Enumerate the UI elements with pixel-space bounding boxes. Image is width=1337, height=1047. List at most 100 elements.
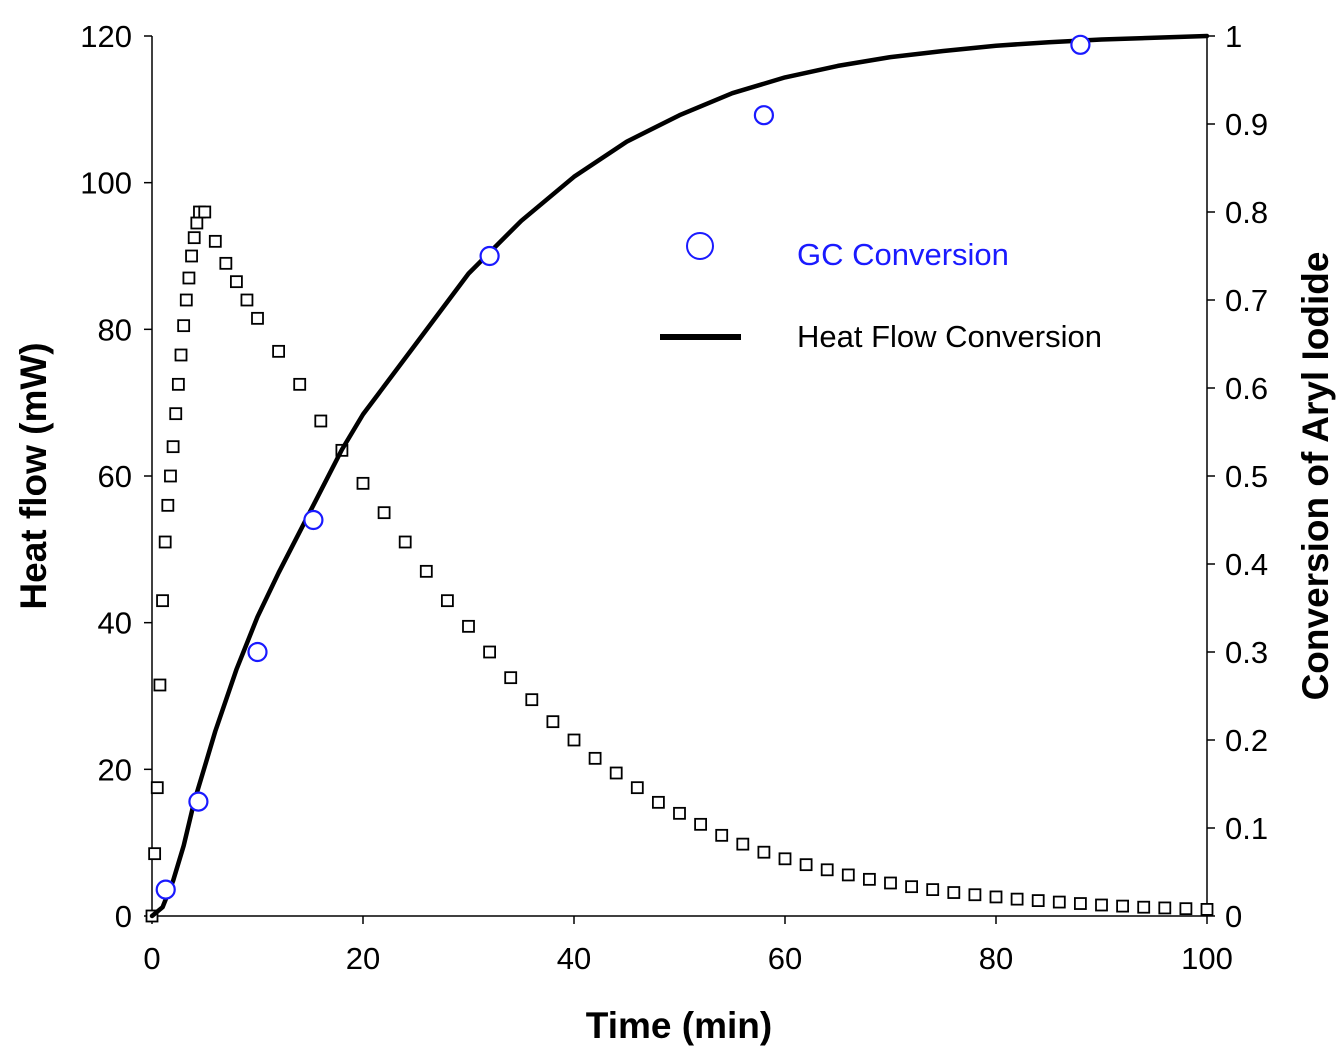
left-axis-title: Heat flow (mW)	[13, 342, 54, 609]
heat-flow-point	[190, 216, 204, 230]
heat-flow-point	[968, 888, 982, 902]
heat-flow-point	[377, 506, 391, 520]
heat-flow-point	[462, 619, 475, 633]
heat-flow-point	[1179, 902, 1193, 916]
heat-flow-point	[150, 781, 164, 795]
gc-conversion-point	[188, 791, 209, 812]
heat-flow-point	[715, 828, 729, 842]
left-tick-label: 60	[98, 459, 132, 494]
x-tick-label: 40	[557, 941, 591, 976]
gc-conversion-markers	[155, 34, 1091, 900]
left-tick-label: 20	[98, 752, 132, 787]
heat-flow-point	[1010, 892, 1024, 906]
gc-conversion-point	[479, 245, 500, 267]
x-axis-title: Time (min)	[586, 1005, 772, 1046]
right-tick-label: 0.3	[1225, 635, 1268, 670]
heat-flow-point	[169, 407, 183, 421]
right-tick-label: 0.7	[1225, 283, 1268, 318]
right-tick-label: 0.1	[1225, 811, 1268, 846]
heat-flow-point	[799, 858, 813, 872]
heat-flow-point	[1074, 897, 1087, 910]
right-tick-label: 0.2	[1225, 723, 1268, 758]
legend-gc-conversion-label: GC Conversion	[797, 237, 1009, 272]
heat-flow-point	[185, 249, 198, 263]
legend-gc-conversion-marker	[686, 232, 714, 260]
x-tick-label: 60	[768, 941, 802, 976]
right-axis-ticks: 0 0.1 0.2 0.3 0.4 0.5 0.6 0.7 0.8 0.9 1	[1207, 19, 1268, 934]
heat-flow-point	[926, 883, 940, 896]
right-tick-label: 0.9	[1225, 107, 1268, 142]
heat-flow-point	[694, 817, 707, 831]
heat-flow-point	[198, 205, 212, 219]
heat-flow-point	[1052, 895, 1066, 909]
legend: GC Conversion Heat Flow Conversion	[660, 232, 1102, 354]
heat-flow-point	[156, 594, 169, 608]
heat-flow-point	[989, 890, 1003, 904]
heat-flow-point	[525, 693, 539, 707]
left-tick-label: 0	[115, 899, 132, 934]
heat-flow-point	[483, 645, 497, 659]
left-tick-label: 80	[98, 312, 132, 347]
heat-flow-point	[1158, 901, 1172, 915]
heat-flow-point	[588, 751, 602, 765]
left-axis-ticks: 0 20 40 60 80 100 120	[80, 19, 152, 934]
heat-flow-point	[251, 311, 264, 325]
x-tick-label: 100	[1181, 941, 1233, 976]
right-tick-label: 0	[1225, 899, 1242, 934]
heat-flow-point	[158, 535, 172, 549]
heat-flow-point	[905, 880, 918, 894]
gc-conversion-point	[303, 509, 324, 531]
heat-flow-point	[609, 766, 623, 780]
heat-flow-conversion-line	[149, 33, 1210, 919]
left-tick-label: 40	[98, 606, 132, 641]
heat-flow-markers	[145, 205, 1214, 923]
heat-flow-point	[182, 271, 196, 285]
x-tick-label: 20	[346, 941, 380, 976]
right-tick-label: 1	[1225, 19, 1242, 54]
heat-flow-point	[820, 863, 834, 877]
heat-flow-point	[240, 293, 254, 307]
heat-flow-point	[272, 344, 286, 358]
heat-flow-point	[1200, 903, 1214, 916]
heat-flow-point	[293, 377, 307, 391]
heat-flow-point	[630, 781, 644, 795]
heat-flow-point	[673, 806, 686, 820]
heat-flow-point	[164, 469, 177, 483]
heat-flow-point	[174, 348, 188, 362]
gc-conversion-point	[753, 105, 775, 126]
heat-flow-point	[398, 535, 412, 549]
heat-flow-point	[208, 234, 222, 248]
x-tick-label: 0	[143, 941, 160, 976]
heat-flow-point	[153, 678, 167, 692]
heat-flow-point	[314, 414, 328, 428]
heat-flow-point	[546, 715, 560, 729]
gc-conversion-point	[247, 641, 268, 663]
heat-flow-point	[419, 564, 433, 578]
heat-flow-point	[229, 275, 243, 289]
heat-flow-point	[1095, 898, 1108, 912]
heat-flow-point	[179, 293, 193, 307]
heat-flow-point	[757, 845, 771, 859]
x-tick-label: 80	[979, 941, 1013, 976]
heat-flow-point	[884, 876, 897, 890]
heat-flow-conversion-line-group	[149, 33, 1210, 919]
heat-flow-point	[504, 671, 518, 685]
right-tick-label: 0.4	[1225, 547, 1268, 582]
heat-flow-point	[652, 795, 665, 809]
legend-heat-flow-conversion-label: Heat Flow Conversion	[797, 319, 1102, 354]
heat-flow-point	[841, 868, 855, 882]
heat-flow-point	[219, 256, 233, 270]
plot-area	[151, 36, 1208, 917]
heat-flow-point	[778, 852, 792, 866]
heat-flow-point	[947, 886, 961, 899]
right-tick-label: 0.5	[1225, 459, 1268, 494]
right-axis-title: Conversion of Aryl Iodide	[1295, 252, 1336, 701]
heat-flow-point	[736, 837, 750, 851]
heat-flow-point	[440, 594, 454, 608]
heat-flow-point	[161, 498, 175, 512]
heat-flow-point	[1137, 900, 1151, 914]
heat-flow-point	[171, 377, 185, 391]
x-axis-ticks: 0 20 40 60 80 100	[143, 916, 1233, 976]
left-tick-label: 120	[80, 19, 132, 54]
